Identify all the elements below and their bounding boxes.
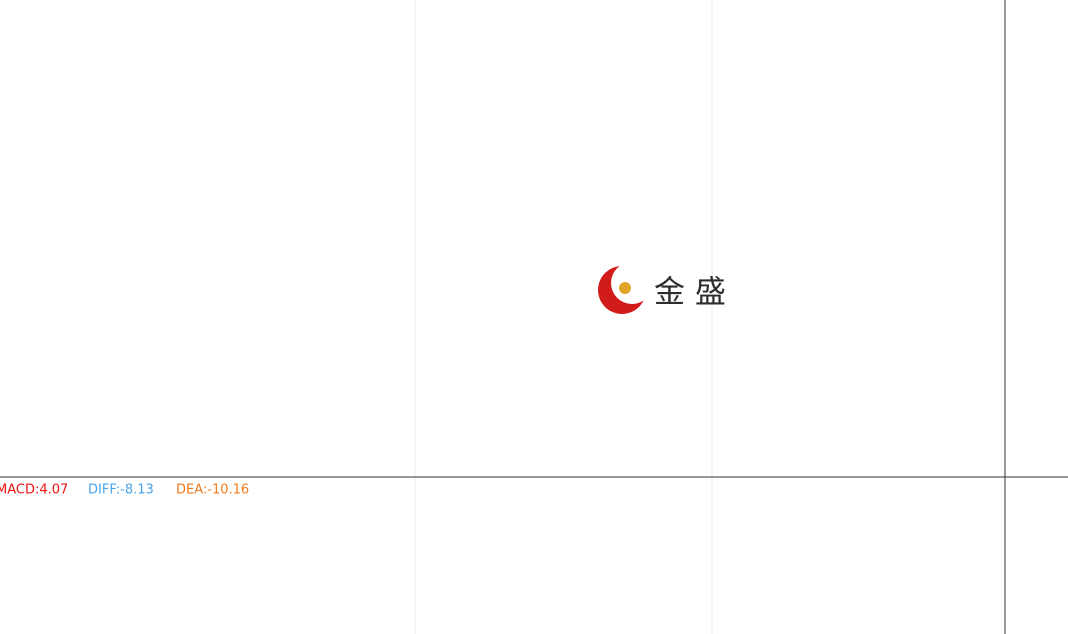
watermark-text: 金 盛	[654, 275, 726, 311]
watermark: 金 盛	[598, 262, 726, 314]
dea-label: DEA:-10.16	[176, 483, 249, 498]
diff-label: DIFF:-8.13	[88, 483, 154, 498]
logo-dot	[619, 282, 631, 294]
macd-label: MACD:4.07	[0, 483, 68, 498]
logo-cut	[611, 262, 653, 304]
